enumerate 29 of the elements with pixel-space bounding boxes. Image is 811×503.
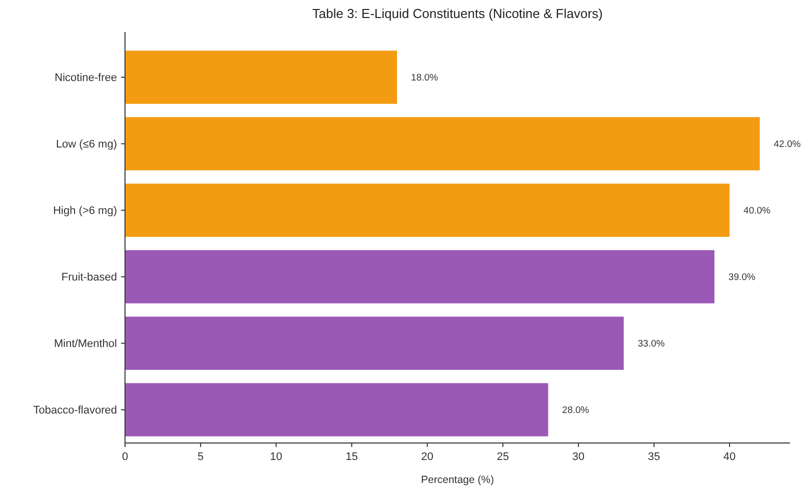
data-label: 42.0% bbox=[774, 139, 802, 150]
bar bbox=[125, 117, 760, 170]
x-tick-label: 0 bbox=[122, 451, 128, 463]
bar bbox=[125, 50, 398, 104]
data-label: 18.0% bbox=[411, 72, 439, 84]
y-tick-label: Low (≤6 mg) bbox=[56, 138, 117, 151]
y-tick-label: Nicotine-free bbox=[54, 72, 117, 84]
data-label: 33.0% bbox=[638, 338, 666, 350]
x-tick-label: 30 bbox=[572, 451, 585, 463]
x-tick-label: 25 bbox=[496, 451, 509, 463]
bar bbox=[125, 250, 714, 304]
x-tick-label: 35 bbox=[648, 451, 660, 463]
y-tick-label: High (>6 mg) bbox=[53, 205, 117, 218]
x-tick-label: 10 bbox=[270, 451, 282, 463]
x-tick-label: 15 bbox=[346, 451, 358, 463]
bar bbox=[125, 383, 548, 436]
x-axis-title: Percentage (%) bbox=[421, 474, 494, 486]
y-tick-label: Fruit-based bbox=[61, 272, 117, 284]
x-tick-label: 5 bbox=[198, 451, 204, 463]
data-label: 40.0% bbox=[744, 206, 772, 217]
bar bbox=[125, 184, 730, 237]
y-tick-label: Tobacco-flavored bbox=[33, 404, 117, 417]
x-tick-label: 40 bbox=[723, 451, 736, 463]
y-tick-label: Mint/Menthol bbox=[54, 338, 117, 350]
data-label: 39.0% bbox=[728, 272, 756, 284]
x-tick-label: 20 bbox=[421, 451, 434, 463]
data-label: 28.0% bbox=[562, 405, 590, 416]
bar bbox=[125, 316, 624, 370]
chart-title: Table 3: E-Liquid Constituents (Nicotine & Flavors) bbox=[312, 6, 603, 21]
